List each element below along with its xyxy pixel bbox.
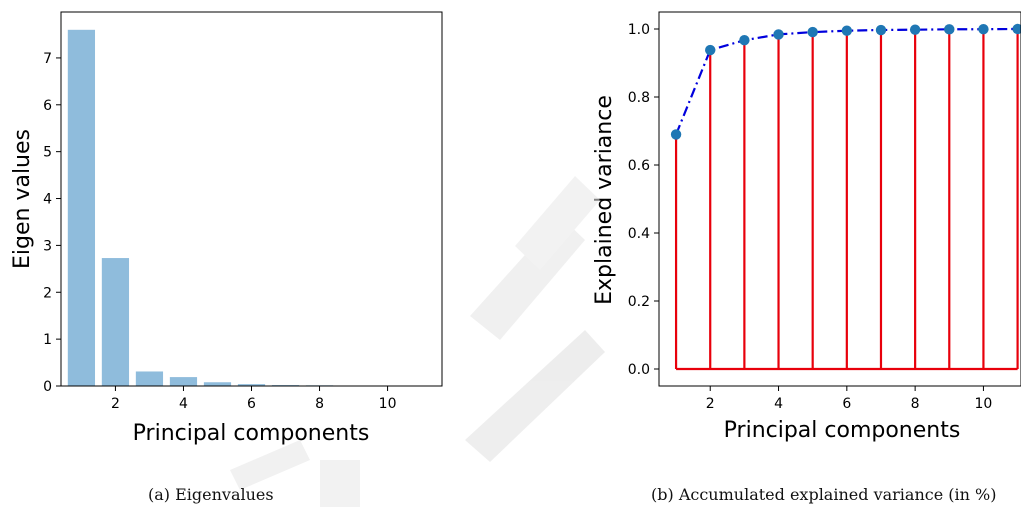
bar — [67, 29, 96, 387]
caption-explained-variance: (b) Accumulated explained variance (in %… — [651, 485, 997, 504]
x-tick-label: 4 — [179, 396, 188, 412]
x-tick-label: 6 — [247, 396, 256, 412]
y-tick-label: 2 — [43, 285, 52, 301]
bar — [237, 384, 266, 386]
x-tick-label: 4 — [774, 396, 783, 412]
y-tick-label: 0.4 — [628, 226, 650, 242]
y-axis-ticks: 0.0 0.2 0.4 0.6 0.8 1.0 — [628, 22, 659, 378]
x-axis-label: Principal components — [724, 418, 961, 443]
x-tick-label: 8 — [911, 396, 920, 412]
eigenvalues-chart: 2 4 6 8 10 0 1 2 3 4 5 6 7 Principal components Eig… — [10, 11, 443, 446]
x-axis-ticks: 2 4 6 8 10 — [706, 386, 993, 412]
variance-stems — [674, 29, 1019, 371]
bar — [203, 382, 232, 386]
data-point — [875, 24, 887, 36]
variance-markers — [670, 23, 1021, 140]
bar — [135, 371, 164, 386]
data-point — [705, 44, 716, 56]
eigenvalue-bars — [67, 29, 436, 387]
data-point — [841, 25, 853, 36]
y-tick-label: 1.0 — [628, 22, 650, 38]
data-point — [807, 26, 818, 38]
caption-eigenvalues: (a) Eigenvalues — [148, 485, 274, 504]
y-tick-label: 0.0 — [628, 362, 650, 378]
x-axis-label: Principal components — [133, 421, 370, 446]
y-tick-label: 4 — [43, 192, 52, 208]
data-point — [1012, 23, 1021, 35]
x-tick-label: 6 — [842, 396, 851, 412]
data-point — [909, 24, 921, 35]
bar — [169, 377, 198, 386]
watermark — [230, 176, 605, 507]
y-tick-label: 0.6 — [628, 158, 650, 174]
x-tick-label: 2 — [706, 396, 715, 412]
y-tick-label: 0.2 — [628, 294, 650, 310]
y-axis-label: Eigen values — [10, 129, 35, 269]
y-tick-label: 0 — [43, 379, 52, 395]
y-tick-label: 5 — [43, 145, 52, 161]
x-tick-label: 8 — [315, 396, 324, 412]
x-tick-label: 2 — [111, 396, 120, 412]
y-tick-label: 6 — [43, 98, 52, 114]
plot-frame — [658, 11, 1021, 387]
y-tick-label: 1 — [43, 332, 52, 348]
x-tick-label: 10 — [975, 396, 993, 412]
y-tick-label: 3 — [43, 238, 52, 254]
x-axis-ticks: 2 4 6 8 10 — [111, 386, 397, 412]
data-point — [670, 129, 682, 140]
data-point — [944, 24, 955, 35]
explained-variance-chart: 2 4 6 8 10 0.0 0.2 0.4 0.6 0.8 1.0 Principal comp… — [592, 11, 1021, 443]
bar — [101, 258, 130, 386]
y-axis-ticks: 0 1 2 3 4 5 6 7 — [43, 51, 61, 395]
y-tick-label: 0.8 — [628, 90, 650, 106]
data-point — [773, 29, 784, 40]
data-point — [978, 23, 989, 35]
y-tick-label: 7 — [43, 51, 52, 67]
data-point — [739, 35, 750, 46]
x-tick-label: 10 — [379, 396, 397, 412]
